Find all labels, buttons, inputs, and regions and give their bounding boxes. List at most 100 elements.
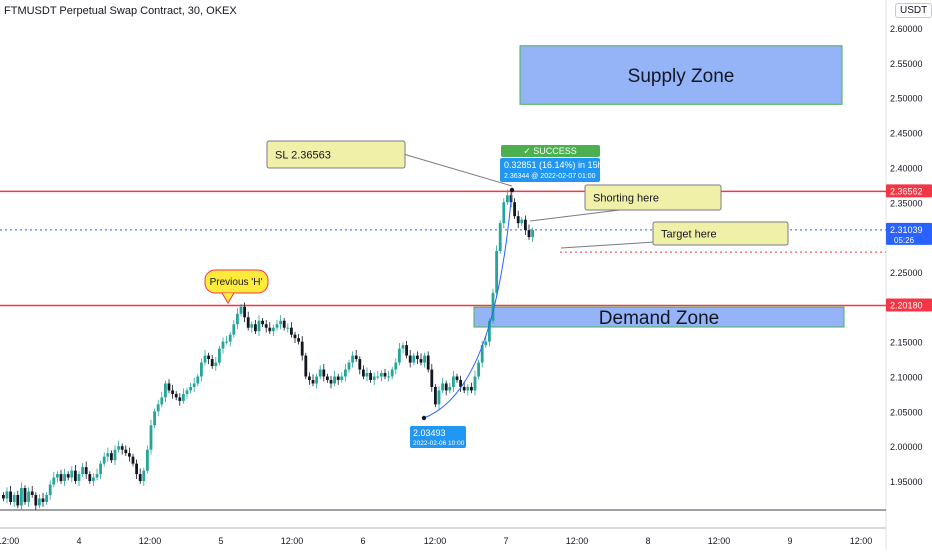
candle[interactable] bbox=[185, 390, 189, 394]
candle[interactable] bbox=[372, 376, 376, 380]
candle[interactable] bbox=[362, 369, 365, 377]
candle[interactable] bbox=[5, 491, 9, 499]
candle[interactable] bbox=[358, 359, 362, 370]
candle[interactable] bbox=[99, 463, 102, 475]
candle[interactable] bbox=[142, 470, 146, 482]
candle[interactable] bbox=[34, 494, 38, 506]
candle[interactable] bbox=[171, 390, 174, 394]
candle[interactable] bbox=[203, 355, 207, 363]
candle[interactable] bbox=[408, 355, 412, 363]
candle[interactable] bbox=[88, 474, 92, 482]
candle[interactable] bbox=[484, 341, 488, 346]
candle[interactable] bbox=[466, 386, 470, 391]
candle[interactable] bbox=[106, 453, 110, 457]
candle[interactable] bbox=[110, 453, 113, 461]
candle[interactable] bbox=[470, 386, 473, 391]
candle[interactable] bbox=[462, 386, 466, 391]
candle[interactable] bbox=[167, 383, 171, 391]
candle[interactable] bbox=[488, 320, 491, 342]
high-info-box[interactable] bbox=[500, 158, 600, 182]
candle[interactable] bbox=[77, 474, 81, 482]
shorting-callout[interactable] bbox=[584, 184, 722, 211]
candle[interactable] bbox=[412, 355, 416, 363]
candle[interactable] bbox=[322, 369, 326, 377]
candle[interactable] bbox=[156, 404, 160, 412]
candle[interactable] bbox=[196, 376, 200, 384]
candle[interactable] bbox=[459, 379, 462, 387]
candle[interactable] bbox=[174, 393, 178, 398]
candle[interactable] bbox=[81, 467, 84, 475]
candle[interactable] bbox=[434, 386, 437, 405]
candle[interactable] bbox=[297, 338, 300, 342]
candle[interactable] bbox=[102, 456, 106, 464]
candle[interactable] bbox=[214, 362, 218, 367]
candle[interactable] bbox=[2, 494, 5, 499]
candle[interactable] bbox=[304, 355, 308, 377]
candle[interactable] bbox=[311, 379, 315, 384]
candle[interactable] bbox=[401, 345, 405, 349]
candle[interactable] bbox=[56, 474, 59, 478]
candle[interactable] bbox=[232, 324, 236, 335]
candle[interactable] bbox=[308, 376, 311, 380]
price-axis[interactable] bbox=[886, 0, 932, 550]
candle[interactable] bbox=[398, 348, 401, 363]
candle[interactable] bbox=[293, 334, 297, 339]
candle[interactable] bbox=[221, 341, 225, 349]
candle[interactable] bbox=[246, 317, 250, 328]
success-badge[interactable] bbox=[501, 145, 600, 157]
candle[interactable] bbox=[527, 230, 531, 238]
candle[interactable] bbox=[66, 474, 70, 478]
sl-callout[interactable] bbox=[266, 140, 406, 169]
candle[interactable] bbox=[423, 355, 426, 363]
candle[interactable] bbox=[279, 320, 282, 325]
candle[interactable] bbox=[516, 216, 520, 224]
candle[interactable] bbox=[286, 327, 290, 329]
demand-zone[interactable] bbox=[473, 306, 845, 328]
previous-high-bubble[interactable] bbox=[204, 269, 269, 294]
candle[interactable] bbox=[272, 327, 275, 332]
candle[interactable] bbox=[452, 376, 455, 387]
candle[interactable] bbox=[63, 474, 66, 482]
target-callout[interactable] bbox=[652, 221, 789, 246]
candle[interactable] bbox=[477, 362, 480, 377]
candle[interactable] bbox=[135, 463, 138, 475]
candle[interactable] bbox=[250, 324, 254, 328]
candle[interactable] bbox=[23, 488, 27, 502]
candle[interactable] bbox=[506, 195, 509, 203]
candle[interactable] bbox=[124, 449, 128, 454]
candle[interactable] bbox=[182, 393, 185, 401]
candle[interactable] bbox=[70, 470, 74, 478]
candle[interactable] bbox=[495, 251, 498, 293]
candle[interactable] bbox=[41, 498, 45, 502]
candle[interactable] bbox=[264, 324, 268, 328]
candle[interactable] bbox=[275, 324, 279, 328]
candle[interactable] bbox=[192, 383, 196, 387]
candle[interactable] bbox=[74, 470, 77, 482]
candle[interactable] bbox=[20, 488, 23, 506]
previous-high-line-price-tag[interactable] bbox=[886, 298, 932, 312]
candle[interactable] bbox=[38, 498, 41, 506]
candle[interactable] bbox=[531, 230, 534, 238]
candle[interactable] bbox=[444, 383, 448, 391]
candle[interactable] bbox=[365, 373, 369, 377]
candle[interactable] bbox=[84, 467, 88, 475]
candle[interactable] bbox=[480, 345, 484, 363]
candle[interactable] bbox=[254, 324, 257, 332]
candle[interactable] bbox=[513, 202, 516, 217]
candle[interactable] bbox=[27, 491, 30, 502]
candle[interactable] bbox=[52, 477, 56, 485]
low-info-box[interactable] bbox=[410, 426, 466, 448]
candle[interactable] bbox=[491, 292, 495, 321]
candle[interactable] bbox=[354, 355, 358, 360]
candle[interactable] bbox=[207, 355, 210, 360]
candle[interactable] bbox=[351, 355, 354, 363]
candle[interactable] bbox=[416, 355, 419, 360]
candle[interactable] bbox=[218, 348, 221, 363]
candle[interactable] bbox=[318, 369, 322, 377]
candle[interactable] bbox=[473, 376, 477, 391]
candle[interactable] bbox=[138, 474, 142, 482]
candle[interactable] bbox=[315, 376, 318, 384]
candle[interactable] bbox=[380, 373, 383, 377]
candle[interactable] bbox=[369, 373, 372, 380]
